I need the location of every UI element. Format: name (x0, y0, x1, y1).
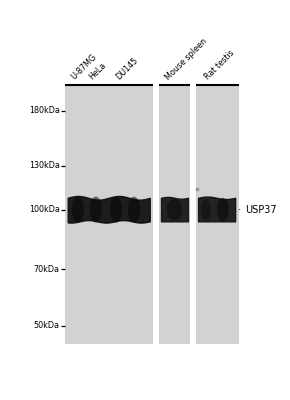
Text: 70kDa: 70kDa (34, 265, 60, 274)
Text: U-87MG: U-87MG (69, 53, 98, 82)
Text: 180kDa: 180kDa (29, 106, 60, 115)
Text: DU145: DU145 (114, 56, 140, 82)
Ellipse shape (128, 197, 140, 222)
Bar (196, 85, 238, 344)
Ellipse shape (217, 198, 229, 221)
Bar (66, 85, 153, 344)
Text: 50kDa: 50kDa (34, 322, 60, 330)
Ellipse shape (90, 197, 102, 222)
Ellipse shape (201, 199, 211, 220)
Text: 130kDa: 130kDa (29, 161, 60, 170)
Text: USP37: USP37 (240, 204, 277, 214)
Text: 100kDa: 100kDa (29, 205, 60, 214)
Text: Mouse spleen: Mouse spleen (164, 37, 209, 82)
Ellipse shape (166, 199, 182, 220)
Ellipse shape (72, 197, 84, 222)
Text: HeLa: HeLa (87, 61, 108, 82)
Bar (159, 85, 190, 344)
Ellipse shape (110, 197, 122, 222)
Text: Rat testis: Rat testis (203, 49, 236, 82)
